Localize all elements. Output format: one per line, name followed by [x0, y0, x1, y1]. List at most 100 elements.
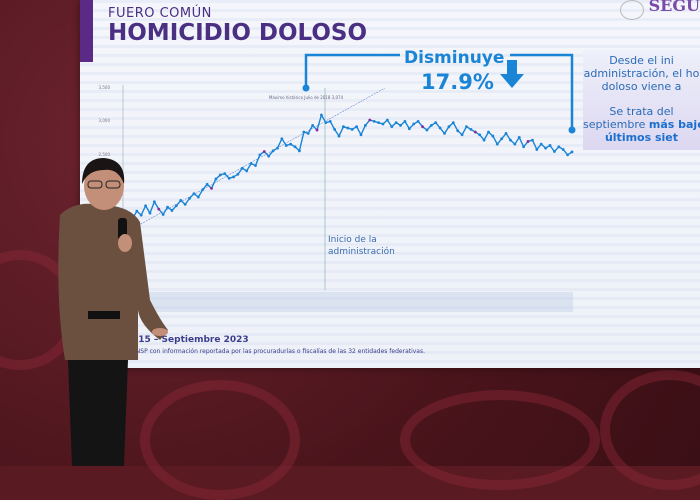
tweed-jacket: [58, 203, 169, 360]
data-point: [227, 176, 231, 180]
data-point: [416, 119, 420, 123]
hair: [82, 158, 125, 184]
data-point: [495, 142, 499, 146]
note-line: septiembre: [583, 118, 649, 131]
data-point: [381, 122, 385, 126]
data-point: [232, 175, 235, 179]
callout-dot: [302, 84, 310, 92]
data-point: [500, 137, 504, 141]
data-point: [201, 188, 205, 192]
data-point: [280, 137, 284, 141]
data-point: [262, 150, 266, 153]
data-point: [166, 205, 169, 209]
data-point: [192, 192, 196, 196]
data-point: [434, 121, 438, 125]
down-arrow-icon: [500, 60, 524, 88]
note-line: Se trata del: [609, 105, 674, 118]
period-label: 015 – Septiembre 2023: [132, 335, 249, 345]
data-point: [350, 127, 354, 131]
data-point: [320, 113, 323, 117]
data-point: [223, 172, 227, 176]
data-point: [342, 125, 345, 129]
data-point: [157, 207, 161, 211]
data-point: [196, 195, 200, 199]
government-seal-icon: [620, 0, 644, 20]
data-point: [456, 129, 460, 133]
data-point: [359, 133, 363, 137]
data-point: [267, 154, 271, 158]
data-point: [390, 125, 394, 129]
logo: SEGU: [648, 0, 700, 15]
data-point: [491, 134, 495, 138]
y-tick: 2,500: [99, 152, 111, 157]
hand: [118, 234, 132, 252]
data-point: [249, 162, 253, 165]
data-point: [482, 138, 486, 142]
data-point: [298, 149, 301, 153]
data-point: [328, 119, 332, 123]
data-point: [254, 164, 257, 167]
data-point: [539, 142, 543, 146]
callout-dot: [568, 126, 576, 134]
data-point: [487, 130, 490, 134]
note-line: Desde el ini: [609, 54, 674, 67]
data-point: [183, 203, 187, 206]
data-point: [289, 142, 293, 146]
data-point: [284, 144, 288, 147]
data-point: [447, 125, 451, 129]
data-point: [337, 134, 341, 138]
data-point: [148, 211, 152, 215]
pants: [68, 360, 128, 466]
callout-bracket-left: [304, 53, 400, 88]
data-point: [276, 146, 279, 150]
data-point: [306, 132, 310, 135]
data-point: [240, 166, 244, 170]
source-note: SNSP con información reportada por las p…: [132, 348, 426, 355]
data-point: [271, 149, 275, 153]
data-point: [174, 204, 178, 208]
data-point: [407, 127, 411, 131]
y-tick: 3,000: [99, 118, 111, 123]
data-point: [236, 172, 240, 176]
data-point: [544, 146, 548, 150]
data-point: [188, 196, 191, 200]
presenter: [58, 158, 169, 466]
data-point: [548, 144, 552, 147]
data-point: [311, 123, 315, 127]
data-point: [210, 186, 213, 190]
face: [84, 162, 124, 210]
title-accent-bar: [80, 0, 93, 62]
callout-value: 17.9%: [421, 70, 494, 94]
data-point: [368, 118, 372, 122]
callout-bracket-right: [510, 53, 574, 130]
presentation-screen: FUERO COMÚN HOMICIDIO DOLOSO SEGU Dismin…: [80, 0, 700, 368]
x-axis-months: [123, 292, 573, 312]
data-point: [355, 125, 358, 129]
data-point: [403, 119, 407, 123]
data-point: [372, 119, 376, 123]
data-point: [385, 118, 389, 122]
homicide-line-chart: 3,500 3,000 2,500 Máximo histórico Julio…: [99, 53, 576, 312]
callout-label: Disminuye: [404, 48, 505, 68]
data-point: [553, 150, 556, 153]
data-point: [315, 128, 319, 132]
data-point: [469, 127, 473, 131]
data-point: [258, 153, 262, 157]
data-point: [363, 123, 367, 127]
data-point: [205, 182, 209, 186]
data-point: [478, 133, 482, 137]
data-point: [535, 148, 539, 151]
data-point: [139, 213, 143, 217]
data-point: [394, 121, 398, 125]
data-point: [245, 169, 249, 173]
data-point: [346, 126, 350, 130]
y-tick: 3,500: [99, 85, 111, 90]
data-point: [377, 121, 380, 125]
data-point: [526, 140, 530, 143]
data-point: [531, 138, 534, 142]
data-point: [170, 209, 174, 212]
data-point: [293, 145, 297, 149]
data-point: [144, 204, 147, 208]
admin-start-label: Inicio de la administración: [328, 235, 395, 257]
data-point: [399, 123, 402, 127]
